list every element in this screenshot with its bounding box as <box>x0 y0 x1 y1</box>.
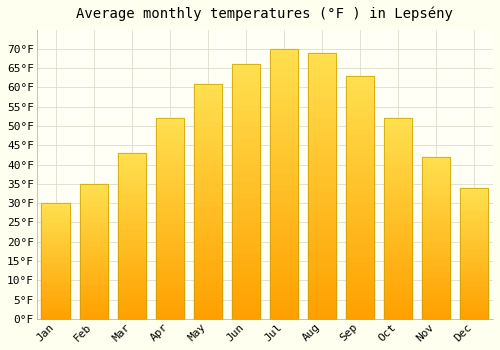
Bar <box>194 84 222 319</box>
Bar <box>270 49 298 319</box>
Bar <box>156 118 184 319</box>
Bar <box>308 53 336 319</box>
Bar <box>346 76 374 319</box>
Bar <box>232 64 260 319</box>
Bar <box>80 184 108 319</box>
Bar <box>460 188 488 319</box>
Bar <box>384 118 412 319</box>
Bar <box>42 203 70 319</box>
Title: Average monthly temperatures (°F ) in Lepsény: Average monthly temperatures (°F ) in Le… <box>76 7 454 21</box>
Bar <box>422 157 450 319</box>
Bar <box>118 153 146 319</box>
